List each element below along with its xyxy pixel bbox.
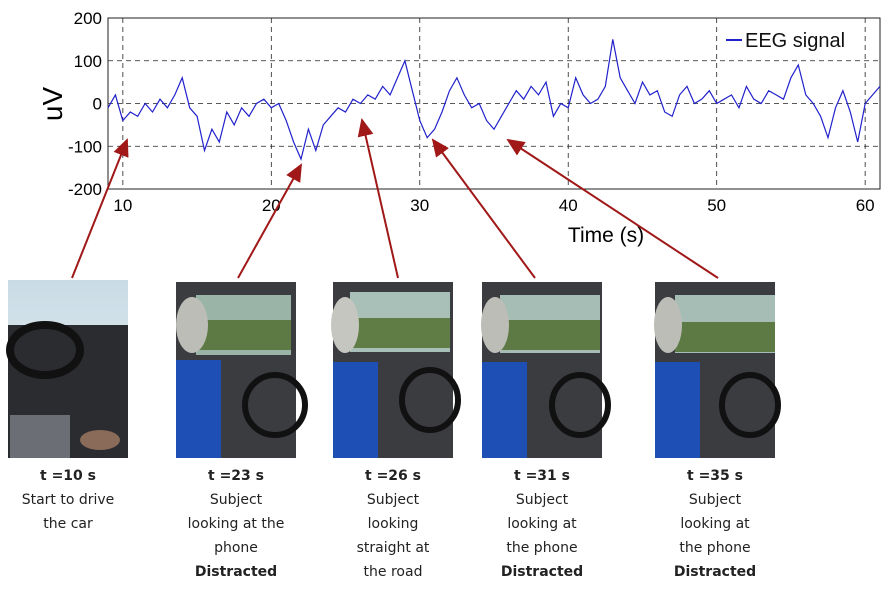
caption-time: t =35 s bbox=[687, 468, 743, 484]
caption-line: looking bbox=[368, 516, 419, 532]
x-tick-label: 10 bbox=[113, 196, 132, 215]
x-tick-label: 30 bbox=[410, 196, 429, 215]
caption-status: Distracted bbox=[195, 564, 277, 580]
caption-time: t =31 s bbox=[514, 468, 570, 484]
caption-line: the car bbox=[43, 516, 93, 532]
photo bbox=[8, 280, 128, 458]
x-tick-label: 60 bbox=[856, 196, 875, 215]
photo bbox=[481, 282, 608, 458]
x-tick-label: 50 bbox=[707, 196, 726, 215]
y-axis-label: uV bbox=[37, 87, 68, 122]
caption-line: looking at bbox=[507, 516, 577, 532]
caption-line: Subject bbox=[516, 492, 569, 508]
caption-line: the road bbox=[364, 564, 423, 580]
legend-label: EEG signal bbox=[745, 30, 845, 52]
caption-line: looking at bbox=[680, 516, 750, 532]
caption-status: Distracted bbox=[674, 564, 756, 580]
caption-time: t =26 s bbox=[365, 468, 421, 484]
caption-line: Subject bbox=[367, 492, 420, 508]
x-tick-label: 40 bbox=[559, 196, 578, 215]
caption-line: Subject bbox=[689, 492, 742, 508]
figure: -200-1000100200102030405060EEG signalTim… bbox=[0, 0, 882, 589]
y-tick-label: -200 bbox=[68, 180, 102, 199]
photo bbox=[176, 282, 305, 458]
y-tick-label: 200 bbox=[74, 9, 102, 28]
y-tick-label: 0 bbox=[93, 95, 102, 114]
caption-time: t =23 s bbox=[208, 468, 264, 484]
caption-status: Distracted bbox=[501, 564, 583, 580]
caption-line: phone bbox=[214, 540, 258, 556]
y-tick-label: -100 bbox=[68, 137, 102, 156]
x-axis-label: Time (s) bbox=[568, 224, 644, 247]
caption-line: the phone bbox=[679, 540, 750, 556]
caption-line: the phone bbox=[506, 540, 577, 556]
photo bbox=[331, 282, 458, 458]
caption-time: t =10 s bbox=[40, 468, 96, 484]
photos bbox=[8, 280, 778, 458]
caption-line: straight at bbox=[357, 540, 430, 556]
caption-line: Subject bbox=[210, 492, 263, 508]
photo bbox=[654, 282, 778, 458]
caption-line: Start to drive bbox=[22, 492, 115, 508]
caption-line: looking at the bbox=[188, 516, 285, 532]
y-tick-label: 100 bbox=[74, 52, 102, 71]
